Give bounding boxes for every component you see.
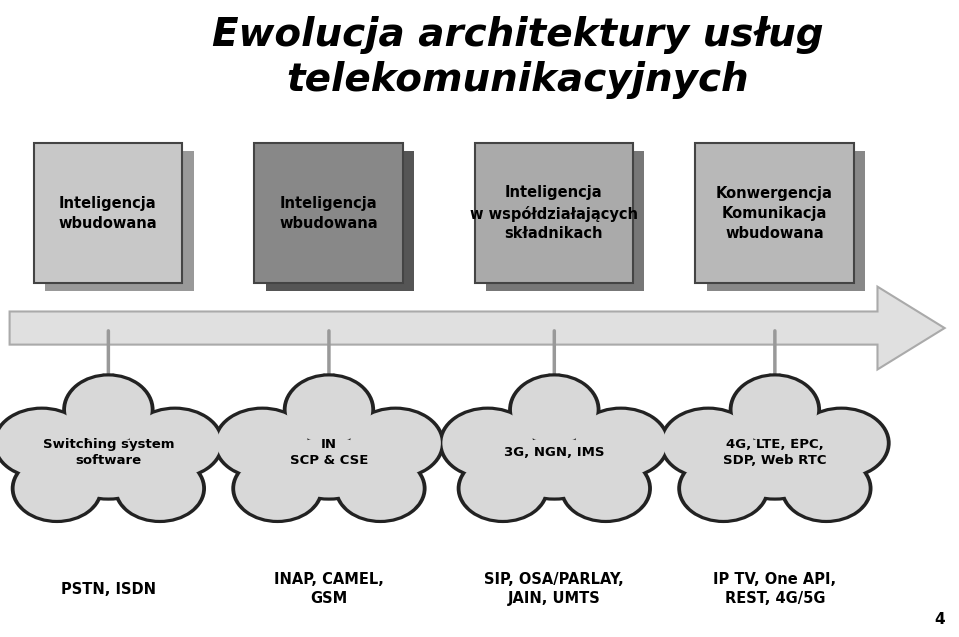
- Ellipse shape: [350, 410, 441, 476]
- Ellipse shape: [460, 457, 546, 520]
- FancyBboxPatch shape: [254, 143, 403, 283]
- Ellipse shape: [283, 373, 375, 446]
- Text: Inteligencja
wbudowana: Inteligencja wbudowana: [58, 196, 157, 231]
- Ellipse shape: [681, 457, 766, 520]
- Ellipse shape: [663, 410, 754, 476]
- Ellipse shape: [729, 373, 821, 446]
- Text: 4G, LTE, EPC,
SDP, Web RTC: 4G, LTE, EPC, SDP, Web RTC: [723, 438, 827, 467]
- FancyBboxPatch shape: [475, 143, 633, 283]
- Ellipse shape: [572, 406, 670, 480]
- Text: Konwergencja
Komunikacja
wbudowana: Konwergencja Komunikacja wbudowana: [716, 186, 832, 241]
- Ellipse shape: [338, 457, 423, 520]
- Text: telekomunikacyjnych: telekomunikacyjnych: [287, 61, 749, 99]
- Text: INAP, CAMEL,
GSM: INAP, CAMEL, GSM: [274, 573, 384, 606]
- FancyBboxPatch shape: [34, 143, 182, 283]
- Text: Switching system
software: Switching system software: [42, 438, 175, 467]
- Text: Ewolucja architektury usług: Ewolucja architektury usług: [212, 16, 824, 54]
- Text: Inteligencja
w współdziałających
składnikach: Inteligencja w współdziałających składni…: [470, 185, 638, 241]
- Ellipse shape: [11, 454, 104, 523]
- Ellipse shape: [456, 454, 550, 523]
- Ellipse shape: [129, 410, 221, 476]
- Ellipse shape: [66, 376, 151, 443]
- Ellipse shape: [512, 376, 596, 443]
- Ellipse shape: [281, 437, 377, 497]
- FancyBboxPatch shape: [266, 151, 414, 291]
- Ellipse shape: [113, 454, 206, 523]
- Ellipse shape: [117, 457, 202, 520]
- Ellipse shape: [792, 406, 891, 480]
- Text: IP TV, One API,
REST, 4G/5G: IP TV, One API, REST, 4G/5G: [713, 573, 836, 606]
- Ellipse shape: [659, 406, 758, 480]
- Ellipse shape: [235, 457, 320, 520]
- Text: 4: 4: [934, 612, 945, 627]
- Ellipse shape: [334, 454, 427, 523]
- Ellipse shape: [57, 434, 160, 501]
- Ellipse shape: [784, 457, 869, 520]
- Ellipse shape: [213, 406, 312, 480]
- Ellipse shape: [0, 406, 91, 480]
- Text: SIP, OSA/PARLAY,
JAIN, UMTS: SIP, OSA/PARLAY, JAIN, UMTS: [484, 573, 624, 606]
- Ellipse shape: [723, 434, 827, 501]
- Ellipse shape: [727, 437, 823, 497]
- Ellipse shape: [508, 373, 600, 446]
- Ellipse shape: [733, 376, 817, 443]
- Ellipse shape: [442, 410, 533, 476]
- Text: 3G, NGN, IMS: 3G, NGN, IMS: [504, 446, 604, 459]
- Ellipse shape: [438, 406, 537, 480]
- Ellipse shape: [277, 434, 381, 501]
- Ellipse shape: [60, 437, 156, 497]
- FancyArrow shape: [10, 287, 945, 369]
- Ellipse shape: [503, 434, 606, 501]
- Ellipse shape: [346, 406, 445, 480]
- Ellipse shape: [796, 410, 887, 476]
- FancyBboxPatch shape: [486, 151, 644, 291]
- Ellipse shape: [780, 454, 873, 523]
- Ellipse shape: [14, 457, 100, 520]
- Ellipse shape: [126, 406, 224, 480]
- Ellipse shape: [231, 454, 324, 523]
- Ellipse shape: [677, 454, 770, 523]
- Text: Inteligencja
wbudowana: Inteligencja wbudowana: [279, 196, 378, 231]
- Ellipse shape: [559, 454, 652, 523]
- Ellipse shape: [217, 410, 308, 476]
- Text: PSTN, ISDN: PSTN, ISDN: [60, 582, 156, 597]
- Ellipse shape: [563, 457, 648, 520]
- Ellipse shape: [0, 410, 87, 476]
- Ellipse shape: [62, 373, 154, 446]
- Ellipse shape: [506, 437, 602, 497]
- Ellipse shape: [575, 410, 667, 476]
- Ellipse shape: [287, 376, 371, 443]
- FancyBboxPatch shape: [45, 151, 194, 291]
- FancyBboxPatch shape: [707, 151, 865, 291]
- Text: IN
SCP & CSE: IN SCP & CSE: [290, 438, 368, 467]
- FancyBboxPatch shape: [695, 143, 854, 283]
